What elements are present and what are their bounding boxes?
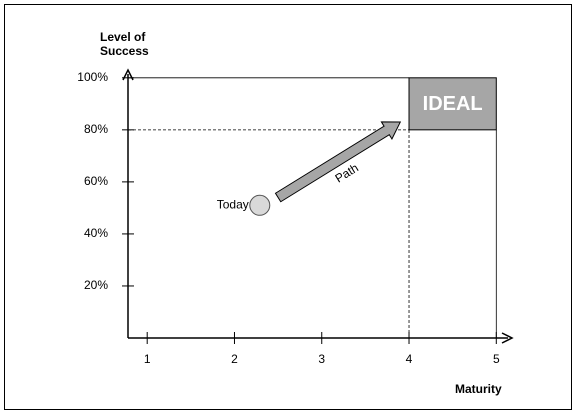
x-tick-label: 3	[318, 352, 325, 366]
y-tick-label: 100%	[77, 70, 108, 84]
y-tick-label: 40%	[84, 226, 108, 240]
x-axis-arrow	[501, 332, 514, 344]
y-tick-label: 60%	[84, 174, 108, 188]
path-arrow	[274, 121, 402, 203]
point-label: Today	[217, 197, 249, 211]
y-axis-arrow	[122, 68, 134, 81]
x-tick-label: 1	[144, 352, 151, 366]
ideal-region	[408, 77, 497, 131]
point	[249, 194, 271, 216]
y-tick-label: 80%	[84, 122, 108, 136]
x-tick-label: 5	[493, 352, 500, 366]
y-tick-label: 20%	[84, 278, 108, 292]
region-label: IDEAL	[423, 93, 483, 115]
x-axis-title: Maturity	[455, 382, 502, 396]
x-tick-label: 2	[231, 352, 238, 366]
y-axis-title: Level of Success	[100, 30, 149, 58]
x-tick-label: 4	[406, 352, 413, 366]
frame	[4, 4, 572, 410]
